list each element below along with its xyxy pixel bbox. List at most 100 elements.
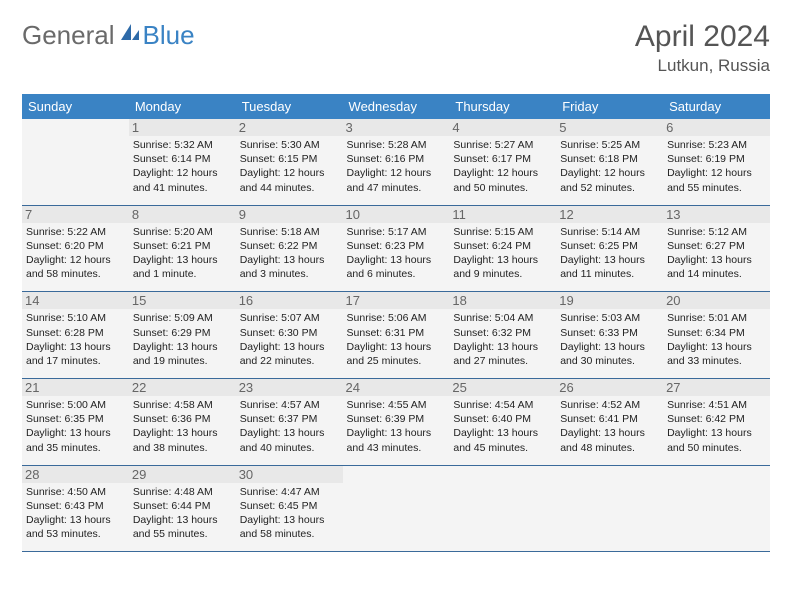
day-details: Sunrise: 5:09 AMSunset: 6:29 PMDaylight:… (133, 311, 232, 368)
calendar-cell: 16 Sunrise: 5:07 AMSunset: 6:30 PMDayligh… (236, 292, 343, 379)
day-number: 29 (129, 466, 236, 483)
day-number: 19 (556, 292, 663, 309)
calendar-cell (663, 465, 770, 552)
logo-text-general: General (22, 20, 115, 51)
day-header: Friday (556, 94, 663, 119)
day-details: Sunrise: 4:55 AMSunset: 6:39 PMDaylight:… (347, 398, 446, 455)
calendar-cell: 18Sunrise: 5:04 AMSunset: 6:32 PMDayligh… (449, 292, 556, 379)
calendar-cell (343, 465, 450, 552)
day-number: 22 (129, 379, 236, 396)
calendar-cell: 1 Sunrise: 5:32 AMSunset: 6:14 PMDaylight… (129, 119, 236, 205)
day-details: Sunrise: 5:25 AMSunset: 6:18 PMDaylight:… (560, 138, 659, 195)
calendar-cell: 22 Sunrise: 4:58 AMSunset: 6:36 PMDayligh… (129, 379, 236, 466)
day-header: Saturday (663, 94, 770, 119)
calendar-cell: 27 Sunrise: 4:51 AMSunset: 6:42 PMDayligh… (663, 379, 770, 466)
day-number: 4 (449, 119, 556, 136)
day-details: Sunrise: 4:47 AMSunset: 6:45 PMDaylight:… (240, 485, 339, 542)
day-number: 21 (22, 379, 129, 396)
day-number: 16 (236, 292, 343, 309)
day-details: Sunrise: 5:20 AMSunset: 6:21 PMDaylight:… (133, 225, 232, 282)
calendar-cell: 15 Sunrise: 5:09 AMSunset: 6:29 PMDayligh… (129, 292, 236, 379)
day-details: Sunrise: 5:30 AMSunset: 6:15 PMDaylight:… (240, 138, 339, 195)
day-number: 12 (556, 206, 663, 223)
calendar-cell: 6Sunrise: 5:23 AMSunset: 6:19 PMDaylight… (663, 119, 770, 205)
day-header: Thursday (449, 94, 556, 119)
calendar-row: 21 Sunrise: 5:00 AMSunset: 6:35 PMDayligh… (22, 379, 770, 466)
calendar-cell (449, 465, 556, 552)
day-header: Sunday (22, 94, 129, 119)
day-number: 5 (556, 119, 663, 136)
day-number: 6 (663, 119, 770, 136)
day-number: 17 (343, 292, 450, 309)
day-number: 14 (22, 292, 129, 309)
calendar-cell: 2 Sunrise: 5:30 AMSunset: 6:15 PMDaylight… (236, 119, 343, 205)
day-number: 8 (129, 206, 236, 223)
day-number: 20 (663, 292, 770, 309)
day-details: Sunrise: 5:01 AMSunset: 6:34 PMDaylight:… (667, 311, 766, 368)
calendar-cell: 28 Sunrise: 4:50 AMSunset: 6:43 PMDayligh… (22, 465, 129, 552)
day-number: 23 (236, 379, 343, 396)
calendar-cell: 29Sunrise: 4:48 AMSunset: 6:44 PMDayligh… (129, 465, 236, 552)
title-block: April 2024 Lutkun, Russia (635, 20, 770, 76)
day-details: Sunrise: 5:03 AMSunset: 6:33 PMDaylight:… (560, 311, 659, 368)
day-number: 13 (663, 206, 770, 223)
calendar-cell: 3 Sunrise: 5:28 AMSunset: 6:16 PMDaylight… (343, 119, 450, 205)
calendar-cell: 7 Sunrise: 5:22 AMSunset: 6:20 PMDaylight… (22, 205, 129, 292)
calendar-cell: 5 Sunrise: 5:25 AMSunset: 6:18 PMDaylight… (556, 119, 663, 205)
day-number: 3 (343, 119, 450, 136)
day-details: Sunrise: 5:10 AMSunset: 6:28 PMDaylight:… (26, 311, 125, 368)
calendar-row: 14 Sunrise: 5:10 AMSunset: 6:28 PMDayligh… (22, 292, 770, 379)
calendar-cell: 11 Sunrise: 5:15 AMSunset: 6:24 PMDayligh… (449, 205, 556, 292)
calendar-cell: 4 Sunrise: 5:27 AMSunset: 6:17 PMDaylight… (449, 119, 556, 205)
day-header: Tuesday (236, 94, 343, 119)
day-details: Sunrise: 5:18 AMSunset: 6:22 PMDaylight:… (240, 225, 339, 282)
day-details: Sunrise: 5:28 AMSunset: 6:16 PMDaylight:… (347, 138, 446, 195)
day-details: Sunrise: 4:58 AMSunset: 6:36 PMDaylight:… (133, 398, 232, 455)
day-details: Sunrise: 5:04 AMSunset: 6:32 PMDaylight:… (453, 311, 552, 368)
month-title: April 2024 (635, 20, 770, 54)
day-number: 1 (129, 119, 236, 136)
day-details: Sunrise: 5:22 AMSunset: 6:20 PMDaylight:… (26, 225, 125, 282)
calendar-cell: 14 Sunrise: 5:10 AMSunset: 6:28 PMDayligh… (22, 292, 129, 379)
day-details: Sunrise: 4:50 AMSunset: 6:43 PMDaylight:… (26, 485, 125, 542)
calendar-cell: 17 Sunrise: 5:06 AMSunset: 6:31 PMDayligh… (343, 292, 450, 379)
day-details: Sunrise: 5:06 AMSunset: 6:31 PMDaylight:… (347, 311, 446, 368)
calendar-cell (556, 465, 663, 552)
day-details: Sunrise: 4:54 AMSunset: 6:40 PMDaylight:… (453, 398, 552, 455)
logo: General Blue (22, 20, 195, 51)
day-details: Sunrise: 4:57 AMSunset: 6:37 PMDaylight:… (240, 398, 339, 455)
day-number: 9 (236, 206, 343, 223)
day-number: 15 (129, 292, 236, 309)
day-number: 24 (343, 379, 450, 396)
header: General Blue April 2024 Lutkun, Russia (22, 20, 770, 76)
day-details: Sunrise: 4:51 AMSunset: 6:42 PMDaylight:… (667, 398, 766, 455)
calendar-row: 28 Sunrise: 4:50 AMSunset: 6:43 PMDayligh… (22, 465, 770, 552)
day-number: 2 (236, 119, 343, 136)
calendar-cell: 12Sunrise: 5:14 AMSunset: 6:25 PMDayligh… (556, 205, 663, 292)
calendar-table: Sunday Monday Tuesday Wednesday Thursday… (22, 94, 770, 552)
day-details: Sunrise: 5:27 AMSunset: 6:17 PMDaylight:… (453, 138, 552, 195)
day-number: 7 (22, 206, 129, 223)
day-details: Sunrise: 5:32 AMSunset: 6:14 PMDaylight:… (133, 138, 232, 195)
calendar-cell: 8 Sunrise: 5:20 AMSunset: 6:21 PMDaylight… (129, 205, 236, 292)
day-header: Wednesday (343, 94, 450, 119)
calendar-cell: 25 Sunrise: 4:54 AMSunset: 6:40 PMDayligh… (449, 379, 556, 466)
day-number: 11 (449, 206, 556, 223)
day-number: 27 (663, 379, 770, 396)
logo-text-blue: Blue (143, 20, 195, 51)
calendar-cell: 30Sunrise: 4:47 AMSunset: 6:45 PMDayligh… (236, 465, 343, 552)
day-number: 28 (22, 466, 129, 483)
day-number: 25 (449, 379, 556, 396)
calendar-cell: 10Sunrise: 5:17 AMSunset: 6:23 PMDayligh… (343, 205, 450, 292)
day-header: Monday (129, 94, 236, 119)
calendar-cell (22, 119, 129, 205)
calendar-cell: 21 Sunrise: 5:00 AMSunset: 6:35 PMDayligh… (22, 379, 129, 466)
day-details: Sunrise: 5:12 AMSunset: 6:27 PMDaylight:… (667, 225, 766, 282)
day-details: Sunrise: 5:00 AMSunset: 6:35 PMDaylight:… (26, 398, 125, 455)
day-details: Sunrise: 5:07 AMSunset: 6:30 PMDaylight:… (240, 311, 339, 368)
day-details: Sunrise: 5:17 AMSunset: 6:23 PMDaylight:… (347, 225, 446, 282)
day-details: Sunrise: 5:15 AMSunset: 6:24 PMDaylight:… (453, 225, 552, 282)
calendar-cell: 19 Sunrise: 5:03 AMSunset: 6:33 PMDayligh… (556, 292, 663, 379)
calendar-cell: 26Sunrise: 4:52 AMSunset: 6:41 PMDayligh… (556, 379, 663, 466)
calendar-row: 1 Sunrise: 5:32 AMSunset: 6:14 PMDaylight… (22, 119, 770, 205)
